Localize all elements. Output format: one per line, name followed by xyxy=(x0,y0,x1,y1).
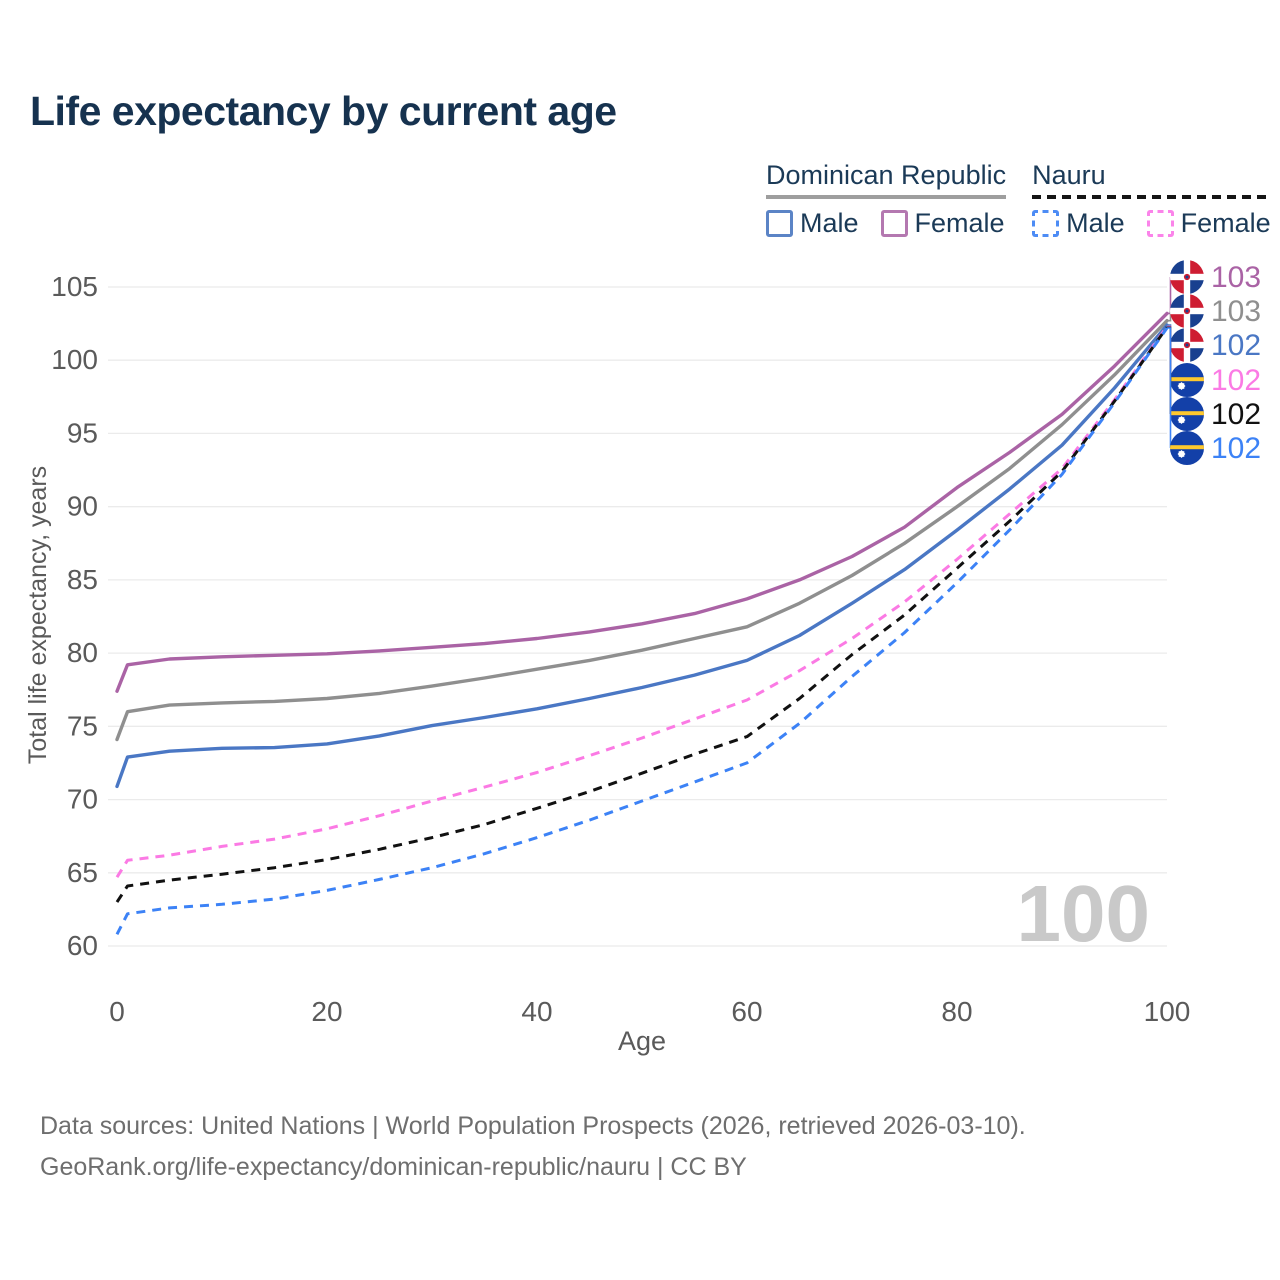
y-tick-label-75: 75 xyxy=(67,710,98,741)
flag-icon-dr xyxy=(1170,294,1204,328)
end-value-label-dr-female: 103 xyxy=(1211,261,1261,294)
end-value-label-nr-female: 102 xyxy=(1211,364,1261,397)
y-tick-label-100: 100 xyxy=(51,344,98,375)
legend-swatch-nauru-female-icon xyxy=(1146,210,1174,237)
data-sources-text: Data sources: United Nations | World Pop… xyxy=(40,1112,1026,1140)
legend-swatch-nauru-male-icon xyxy=(1032,210,1060,237)
footer-link[interactable]: GeoRank.org/life-expectancy/dominican-re… xyxy=(40,1153,747,1181)
legend-item-label: Male xyxy=(1066,208,1125,238)
x-tick-label-40: 40 xyxy=(521,996,552,1027)
age-counter-watermark: 100 xyxy=(1017,869,1150,958)
series-line-dr-both xyxy=(115,319,1169,742)
end-value-label-nr-male: 102 xyxy=(1211,432,1261,465)
legend-item-label: Female xyxy=(1180,208,1271,238)
y-tick-label-60: 60 xyxy=(67,930,98,961)
series-line-nr-female xyxy=(115,325,1169,878)
series-line-dr-male xyxy=(115,323,1169,789)
series-line-nr-male xyxy=(115,327,1169,935)
legend-swatch-dr-male-icon xyxy=(766,210,793,237)
y-tick-label-90: 90 xyxy=(67,491,98,522)
x-tick-label-80: 80 xyxy=(941,996,972,1027)
x-axis-title: Age xyxy=(618,1026,666,1056)
y-tick-label-70: 70 xyxy=(67,784,98,815)
legend-underline-solid xyxy=(766,195,1007,199)
y-tick-label-95: 95 xyxy=(67,417,98,448)
end-value-label-dr-male: 102 xyxy=(1211,329,1261,362)
legend: Dominican Republic Male Female Nauru Mal… xyxy=(766,160,1271,239)
x-tick-label-0: 0 xyxy=(109,996,125,1027)
leader-line-dr-female xyxy=(1167,276,1172,315)
y-tick-label-65: 65 xyxy=(67,857,98,888)
legend-item-label: Female xyxy=(914,208,1005,238)
footer: Data sources: United Nations | World Pop… xyxy=(40,1106,1026,1188)
flag-icon-dr xyxy=(1170,328,1204,362)
y-tick-label-105: 105 xyxy=(51,271,98,302)
x-tick-label-60: 60 xyxy=(731,996,762,1027)
legend-item-dr-female[interactable]: Female xyxy=(880,208,1005,239)
plot-area: 100 60 65 70 75 80 85 90 95 100 105 0 20 40 60 80 100 Age… xyxy=(24,260,1261,1056)
legend-underline-dashed xyxy=(1032,195,1271,199)
series-line-dr-female xyxy=(115,311,1169,693)
y-tick-label-80: 80 xyxy=(67,637,98,668)
x-tick-label-100: 100 xyxy=(1144,996,1191,1027)
legend-group-dominican-republic: Dominican Republic Male Female xyxy=(766,160,1007,239)
legend-item-label: Male xyxy=(800,208,859,238)
legend-item-dr-male[interactable]: Male xyxy=(766,208,859,239)
legend-item-nauru-male[interactable]: Male xyxy=(1032,208,1125,239)
y-axis-title: Total life expectancy, years xyxy=(24,466,52,764)
legend-swatch-dr-female-icon xyxy=(880,210,908,237)
chart-title: Life expectancy by current age xyxy=(30,88,617,134)
flag-icon-nr xyxy=(1170,431,1204,465)
legend-group-nauru: Nauru Male Female xyxy=(1032,160,1271,239)
flag-icon-nr xyxy=(1170,363,1204,397)
x-tick-label-20: 20 xyxy=(311,996,342,1027)
legend-item-nauru-female[interactable]: Female xyxy=(1146,208,1271,239)
leader-line-nr-male xyxy=(1167,327,1172,449)
series-line-nr-both xyxy=(115,326,1169,903)
flag-icon-nr xyxy=(1170,397,1204,431)
end-value-label-nr-both: 102 xyxy=(1211,398,1261,431)
y-tick-label-85: 85 xyxy=(67,564,98,595)
legend-group-title-nauru: Nauru xyxy=(1032,160,1106,190)
end-value-label-dr-both: 103 xyxy=(1211,295,1261,328)
legend-group-title-dominican-republic: Dominican Republic xyxy=(766,160,1007,190)
flag-icon-dr xyxy=(1170,260,1204,294)
